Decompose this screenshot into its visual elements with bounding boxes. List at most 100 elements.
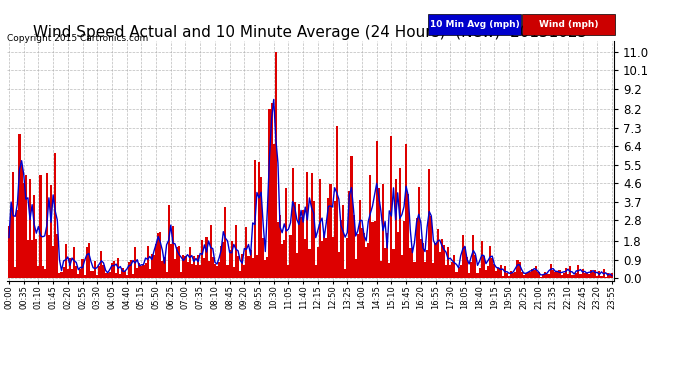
Bar <box>413 262 415 278</box>
Bar <box>313 201 315 278</box>
Bar <box>308 249 310 278</box>
Bar <box>380 261 382 278</box>
Bar <box>146 246 149 278</box>
Bar <box>164 258 166 278</box>
Bar <box>525 273 527 278</box>
Bar <box>598 271 600 278</box>
Bar <box>321 241 323 278</box>
Bar <box>29 179 31 278</box>
Bar <box>23 183 25 278</box>
Bar <box>594 270 596 278</box>
Bar <box>77 274 79 278</box>
Bar <box>566 274 569 278</box>
Bar <box>386 233 388 278</box>
Bar <box>96 274 98 278</box>
Bar <box>239 271 241 278</box>
Bar <box>159 232 161 278</box>
Bar <box>86 247 88 278</box>
Bar <box>300 217 302 278</box>
Bar <box>351 156 353 278</box>
Bar <box>81 260 83 278</box>
Bar <box>113 261 115 278</box>
Bar <box>560 275 562 278</box>
Bar <box>584 273 586 278</box>
Bar <box>424 262 426 278</box>
Bar <box>590 270 592 278</box>
Bar <box>575 273 578 278</box>
Bar <box>600 276 602 278</box>
Bar <box>136 268 138 278</box>
Bar <box>546 274 548 278</box>
Bar <box>487 266 489 278</box>
Bar <box>573 275 575 278</box>
Bar <box>256 255 258 278</box>
Bar <box>580 274 582 278</box>
Bar <box>342 205 344 278</box>
Bar <box>288 265 290 278</box>
Bar <box>405 144 407 278</box>
Bar <box>37 266 39 278</box>
Bar <box>346 238 348 278</box>
Bar <box>31 240 33 278</box>
Bar <box>206 237 208 278</box>
Bar <box>124 272 126 278</box>
Bar <box>592 272 594 278</box>
Bar <box>523 275 525 278</box>
Bar <box>254 160 256 278</box>
Bar <box>586 273 588 278</box>
Bar <box>538 272 540 278</box>
Bar <box>237 256 239 278</box>
Bar <box>161 261 164 278</box>
Bar <box>435 243 437 278</box>
Bar <box>493 264 495 278</box>
Bar <box>520 272 523 278</box>
Bar <box>468 273 470 278</box>
Bar <box>462 235 464 278</box>
Bar <box>41 266 43 278</box>
Bar <box>180 272 182 278</box>
Bar <box>550 264 552 278</box>
Bar <box>296 253 298 278</box>
Bar <box>270 103 273 278</box>
Bar <box>197 255 199 278</box>
Bar <box>445 265 447 278</box>
Bar <box>75 267 77 278</box>
Bar <box>258 162 260 278</box>
Bar <box>71 269 73 278</box>
Bar <box>241 254 244 278</box>
Bar <box>172 226 174 278</box>
Bar <box>134 248 136 278</box>
Bar <box>417 187 420 278</box>
Bar <box>119 274 121 278</box>
Bar <box>531 269 533 278</box>
Bar <box>138 264 140 278</box>
Bar <box>292 168 294 278</box>
Bar <box>190 264 193 278</box>
Bar <box>228 251 230 278</box>
Bar <box>502 276 504 278</box>
Bar <box>422 243 424 278</box>
Bar <box>602 268 604 278</box>
Bar <box>451 262 453 278</box>
Title: Wind Speed Actual and 10 Minute Average (24 Hours)  (New)  20151025: Wind Speed Actual and 10 Minute Average … <box>33 25 588 40</box>
Bar <box>204 258 206 278</box>
Bar <box>115 273 117 278</box>
Bar <box>61 272 63 278</box>
Bar <box>304 239 306 278</box>
Bar <box>483 256 485 278</box>
Bar <box>279 214 281 278</box>
Bar <box>384 248 386 278</box>
Bar <box>19 134 21 278</box>
Bar <box>317 247 319 278</box>
Bar <box>14 267 17 278</box>
Bar <box>355 259 357 278</box>
Bar <box>73 246 75 278</box>
Bar <box>353 215 355 278</box>
Bar <box>246 227 248 278</box>
Bar <box>533 270 535 278</box>
Bar <box>382 184 384 278</box>
Bar <box>485 270 487 278</box>
Bar <box>516 260 518 278</box>
Bar <box>604 277 607 278</box>
Bar <box>470 262 472 278</box>
